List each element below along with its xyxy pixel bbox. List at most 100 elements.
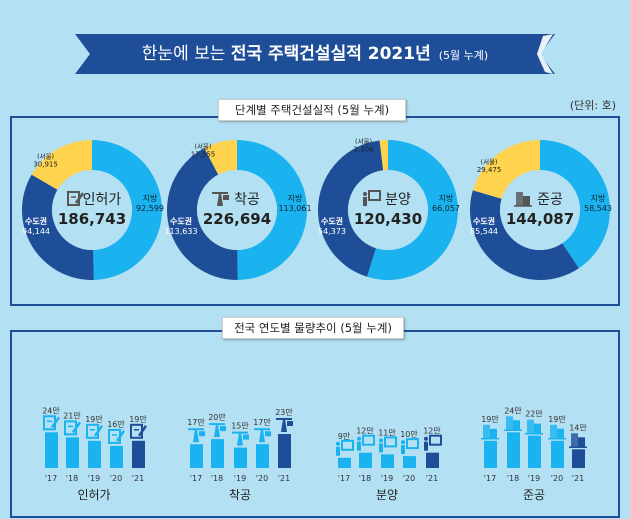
title-banner (75, 34, 555, 74)
bar (359, 452, 372, 468)
bar-group-2: 17만 '17 20만 '18 15만 '19 17만 '20 23만 '21 착공 (187, 408, 293, 502)
bar (338, 457, 351, 468)
bar-value-label: 11만 (378, 428, 396, 437)
bar-group-3: 9만 '17 12만 '18 11만 '19 10만 '20 12만 '21 분양 (336, 427, 442, 502)
bar (66, 437, 79, 468)
slice-local (92, 140, 162, 280)
donut-total: 120,430 (354, 210, 422, 228)
document-pen-icon (130, 423, 148, 439)
year-tick-label: '19 (381, 474, 393, 483)
slice-seoul (472, 140, 540, 199)
slice-seoul (379, 140, 388, 171)
bar-value-label: 12만 (423, 427, 441, 436)
bar-value-label: 22만 (525, 410, 543, 419)
bar-group-4: 19만 '17 24만 '18 22만 '19 19만 '20 14만 '21 준공 (481, 406, 587, 502)
slice-capital (469, 190, 579, 280)
presentation-icon (357, 434, 375, 451)
year-tick-label: '18 (66, 474, 78, 483)
bar-value-label: 16만 (107, 420, 125, 429)
slice-capital (21, 174, 94, 280)
bar-value-label: 9만 (338, 432, 351, 441)
crane-icon (276, 418, 293, 432)
capital-value: 54,373 (318, 227, 346, 236)
local-label: 지방 (439, 193, 454, 203)
stage-section-label: 단계별 주택건설실적 (5월 누계) (218, 99, 406, 121)
seoul-label: (서울) (355, 137, 372, 146)
document-pen-icon (86, 423, 104, 439)
year-tick-label: '20 (110, 474, 122, 483)
presentation-icon (363, 190, 381, 206)
bar-group-label: 준공 (523, 488, 545, 502)
donut-title: 착공 (234, 192, 260, 208)
building-icon (525, 419, 543, 435)
building-icon (481, 424, 499, 440)
document-pen-icon (67, 191, 85, 206)
bar (484, 440, 497, 468)
bar-value-label: 19만 (129, 415, 147, 424)
donut-title: 인허가 (83, 192, 122, 208)
capital-label: 수도권 (170, 216, 192, 226)
bar-group-label: 착공 (229, 488, 251, 502)
crane-icon (232, 431, 249, 446)
bar-value-label: 14만 (569, 423, 587, 432)
bar-value-label: 17만 (187, 418, 205, 427)
local-value: 113,061 (278, 204, 311, 213)
year-tick-label: '20 (403, 474, 415, 483)
year-tick-label: '17 (190, 474, 202, 483)
slice-seoul (31, 140, 92, 190)
donut-total: 226,694 (203, 210, 271, 228)
year-tick-label: '21 (426, 474, 438, 483)
presentation-icon (336, 439, 354, 456)
bar (381, 454, 394, 468)
year-tick-label: '20 (256, 474, 268, 483)
slice-capital (317, 140, 384, 277)
seoul-label: (서울) (37, 151, 54, 160)
capital-label: 수도권 (321, 216, 343, 226)
presentation-icon (401, 438, 419, 455)
seoul-value: 30,915 (33, 160, 58, 168)
year-tick-label: '19 (234, 474, 246, 483)
local-label: 지방 (288, 193, 303, 203)
unit-label: (단위: 호) (569, 99, 616, 112)
local-label: 지방 (143, 193, 158, 203)
local-label: 지방 (591, 193, 606, 203)
bar (234, 447, 247, 468)
bar-value-label: 19만 (85, 415, 103, 424)
bar (403, 456, 416, 468)
bar (572, 449, 585, 468)
presentation-icon (424, 434, 442, 451)
donut-total: 186,743 (58, 210, 126, 228)
building-icon (504, 416, 522, 432)
seoul-value: 17,555 (191, 150, 216, 158)
bar (211, 439, 224, 468)
bar-value-label: 15만 (231, 422, 249, 431)
bar (551, 440, 564, 468)
bar-value-label: 12만 (356, 427, 374, 436)
bar (45, 432, 58, 468)
bar-group-label: 인허가 (77, 488, 110, 502)
capital-value: 113,633 (164, 227, 197, 236)
local-value: 66,057 (432, 204, 460, 213)
bar-value-label: 19만 (548, 415, 566, 424)
year-tick-label: '18 (507, 474, 519, 483)
local-value: 58,543 (584, 204, 612, 213)
capital-label: 수도권 (25, 216, 47, 226)
building-icon (548, 424, 566, 440)
bar (507, 432, 520, 468)
donut-total: 144,087 (506, 210, 574, 228)
bar (88, 440, 101, 468)
year-tick-label: '19 (528, 474, 540, 483)
crane-icon (188, 428, 205, 443)
bar-group-1: 24만 '17 21만 '18 19만 '19 16만 '20 19만 '21 인허가 (42, 406, 147, 502)
bar-value-label: 17만 (253, 418, 271, 427)
year-tick-label: '17 (484, 474, 496, 483)
bar-value-label: 21만 (63, 411, 81, 420)
seoul-value: 29,475 (477, 166, 502, 174)
building-icon (569, 433, 587, 449)
year-tick-label: '21 (132, 474, 144, 483)
crane-icon (254, 428, 271, 443)
document-pen-icon (64, 420, 82, 436)
